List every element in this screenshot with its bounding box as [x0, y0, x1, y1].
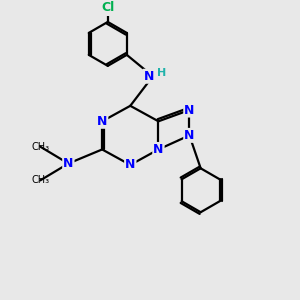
Text: CH₃: CH₃ [31, 142, 49, 152]
Text: CH₃: CH₃ [31, 176, 49, 185]
Text: N: N [125, 158, 136, 171]
Text: N: N [184, 103, 195, 116]
Text: N: N [63, 157, 74, 170]
Text: Cl: Cl [101, 2, 114, 14]
Text: N: N [143, 70, 154, 83]
Text: N: N [153, 143, 164, 156]
Text: H: H [157, 68, 166, 78]
Text: N: N [97, 115, 107, 128]
Text: N: N [184, 129, 195, 142]
